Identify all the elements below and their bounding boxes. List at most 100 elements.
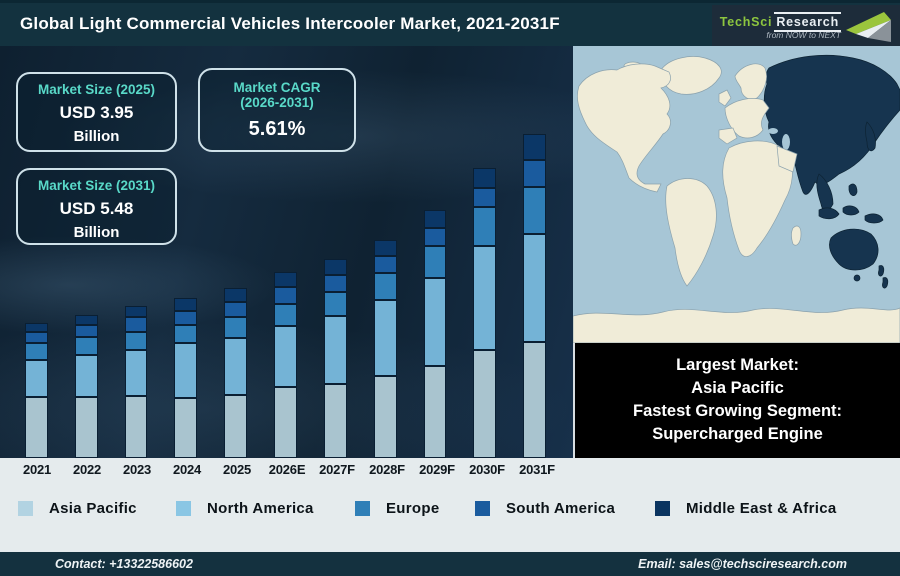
x-axis-label: 2021 bbox=[22, 462, 52, 477]
footer-contact: Contact: +13322586602 bbox=[55, 557, 193, 571]
bar-segment-europe bbox=[323, 292, 347, 316]
map-region-madagascar bbox=[791, 225, 802, 246]
stacked-bar-2025 bbox=[224, 288, 248, 458]
map-black-sea bbox=[768, 128, 778, 134]
map-region-south-america bbox=[665, 178, 717, 287]
bar-segment-south-america bbox=[174, 311, 198, 325]
world-map-svg bbox=[573, 46, 900, 343]
stat-title: Market Size (2025) bbox=[37, 82, 156, 97]
bar-segment-asia-pacific bbox=[124, 396, 148, 458]
stacked-bar-2031F bbox=[523, 134, 546, 458]
bar-segment-north-america bbox=[523, 234, 546, 342]
bar-segment-asia-pacific bbox=[423, 366, 447, 458]
bar-segment-europe bbox=[124, 332, 148, 350]
x-axis-label: 2031F bbox=[519, 462, 555, 477]
stacked-bar-2027F bbox=[323, 259, 347, 458]
map-region-indonesia-east bbox=[842, 205, 860, 216]
legend-item-south-america: South America bbox=[475, 500, 615, 517]
map-region-greenland bbox=[660, 56, 722, 95]
bar-segment-europe bbox=[473, 207, 497, 246]
legend-swatch bbox=[655, 501, 670, 516]
legend-label: North America bbox=[207, 500, 314, 517]
bar-segment-south-america bbox=[274, 287, 297, 304]
callout-line: Fastest Growing Segment: bbox=[632, 402, 843, 420]
stat-subtitle: (2026-2031) bbox=[240, 95, 314, 110]
x-axis-label: 2022 bbox=[72, 462, 102, 477]
legend-swatch bbox=[18, 501, 33, 516]
bar-segment-middle-east-africa bbox=[224, 288, 248, 302]
bar-segment-middle-east-africa bbox=[473, 168, 497, 188]
map-region-antarctica bbox=[573, 307, 900, 343]
chart-region: Market Size (2025) USD 3.95 Billion Mark… bbox=[0, 46, 573, 458]
bar-segment-europe bbox=[423, 246, 447, 278]
map-region-japan bbox=[865, 121, 876, 152]
footer: Contact: +13322586602 Email: sales@techs… bbox=[0, 552, 900, 576]
bar-segment-europe bbox=[224, 317, 248, 338]
page-title: Global Light Commercial Vehicles Interco… bbox=[20, 14, 560, 33]
stat-box-market-size-2025: Market Size (2025) USD 3.95 Billion bbox=[16, 72, 177, 152]
map-region-new-zealand bbox=[878, 265, 889, 289]
stat-value: 5.61% bbox=[248, 118, 306, 140]
world-map bbox=[573, 46, 900, 343]
logo-brand2: Research bbox=[774, 11, 841, 32]
bar-segment-europe bbox=[174, 325, 198, 343]
bar-segment-north-america bbox=[473, 246, 497, 350]
stat-unit: Billion bbox=[73, 128, 120, 145]
legend-item-europe: Europe bbox=[355, 500, 439, 517]
bar-segment-middle-east-africa bbox=[523, 134, 546, 160]
legend-item-middle-east-africa: Middle East & Africa bbox=[655, 500, 836, 517]
stacked-bar-2028F bbox=[373, 240, 397, 458]
bar-segment-north-america bbox=[224, 338, 248, 395]
techsci-logo: TechSci Research from NOW to NEXT bbox=[712, 5, 900, 50]
bar-segment-asia-pacific bbox=[373, 376, 397, 458]
bar-segment-europe bbox=[274, 304, 297, 326]
stacked-bar-2029F bbox=[423, 210, 447, 458]
bar-segment-asia-pacific bbox=[323, 384, 347, 458]
bar-segment-south-america bbox=[373, 256, 397, 273]
bar-segment-north-america bbox=[25, 360, 48, 397]
callout-line: Supercharged Engine bbox=[652, 424, 823, 443]
stacked-bar-2023 bbox=[124, 306, 148, 458]
stat-value: USD 5.48 bbox=[59, 199, 134, 218]
bar-segment-south-america bbox=[25, 332, 48, 343]
bar-segment-south-america bbox=[423, 228, 447, 246]
bar-segment-north-america bbox=[323, 316, 347, 384]
legend-swatch bbox=[355, 501, 370, 516]
bar-segment-south-america bbox=[224, 302, 248, 317]
map-region-uk bbox=[718, 89, 732, 107]
legend-swatch bbox=[176, 501, 191, 516]
paper-plane-arrow-icon bbox=[846, 11, 891, 42]
x-axis-label: 2028F bbox=[369, 462, 405, 477]
bar-segment-asia-pacific bbox=[224, 395, 248, 458]
footer-email: Email: sales@techsciresearch.com bbox=[638, 557, 847, 571]
map-region-tasmania bbox=[853, 274, 861, 282]
bar-segment-south-america bbox=[74, 325, 98, 337]
legend-swatch bbox=[475, 501, 490, 516]
bar-segment-middle-east-africa bbox=[373, 240, 397, 256]
callout-box: Largest Market: Asia Pacific Fastest Gro… bbox=[573, 343, 900, 458]
bar-segment-europe bbox=[74, 337, 98, 355]
map-region-indonesia bbox=[818, 207, 840, 220]
stacked-bar-2022 bbox=[74, 315, 98, 458]
bar-segment-south-america bbox=[523, 160, 546, 187]
legend-label: South America bbox=[506, 500, 616, 517]
bar-segment-middle-east-africa bbox=[25, 323, 48, 332]
map-region-iberia bbox=[718, 127, 738, 145]
x-axis-label: 2026E bbox=[268, 462, 306, 477]
bar-segment-europe bbox=[523, 187, 546, 234]
bar-segment-north-america bbox=[174, 343, 198, 398]
bar-segment-north-america bbox=[124, 350, 148, 396]
map-region-philippines bbox=[848, 183, 858, 196]
legend-label: Middle East & Africa bbox=[686, 500, 837, 517]
x-axis-label: 2029F bbox=[419, 462, 455, 477]
bottom-strip: 2021 2022 2023 2024 2025 2026E 2027F 2028F 2029F… bbox=[0, 458, 900, 552]
bar-segment-asia-pacific bbox=[74, 397, 98, 458]
legend-item-asia-pacific: Asia Pacific bbox=[18, 500, 137, 517]
stat-title: Market CAGR bbox=[233, 80, 321, 95]
bar-segment-middle-east-africa bbox=[124, 306, 148, 317]
bar-segment-asia-pacific bbox=[274, 387, 297, 458]
logo-tagline: from NOW to NEXT bbox=[766, 30, 841, 40]
bar-segment-asia-pacific bbox=[25, 397, 48, 458]
stat-box-market-size-2031: Market Size (2031) USD 5.48 Billion bbox=[16, 168, 177, 245]
